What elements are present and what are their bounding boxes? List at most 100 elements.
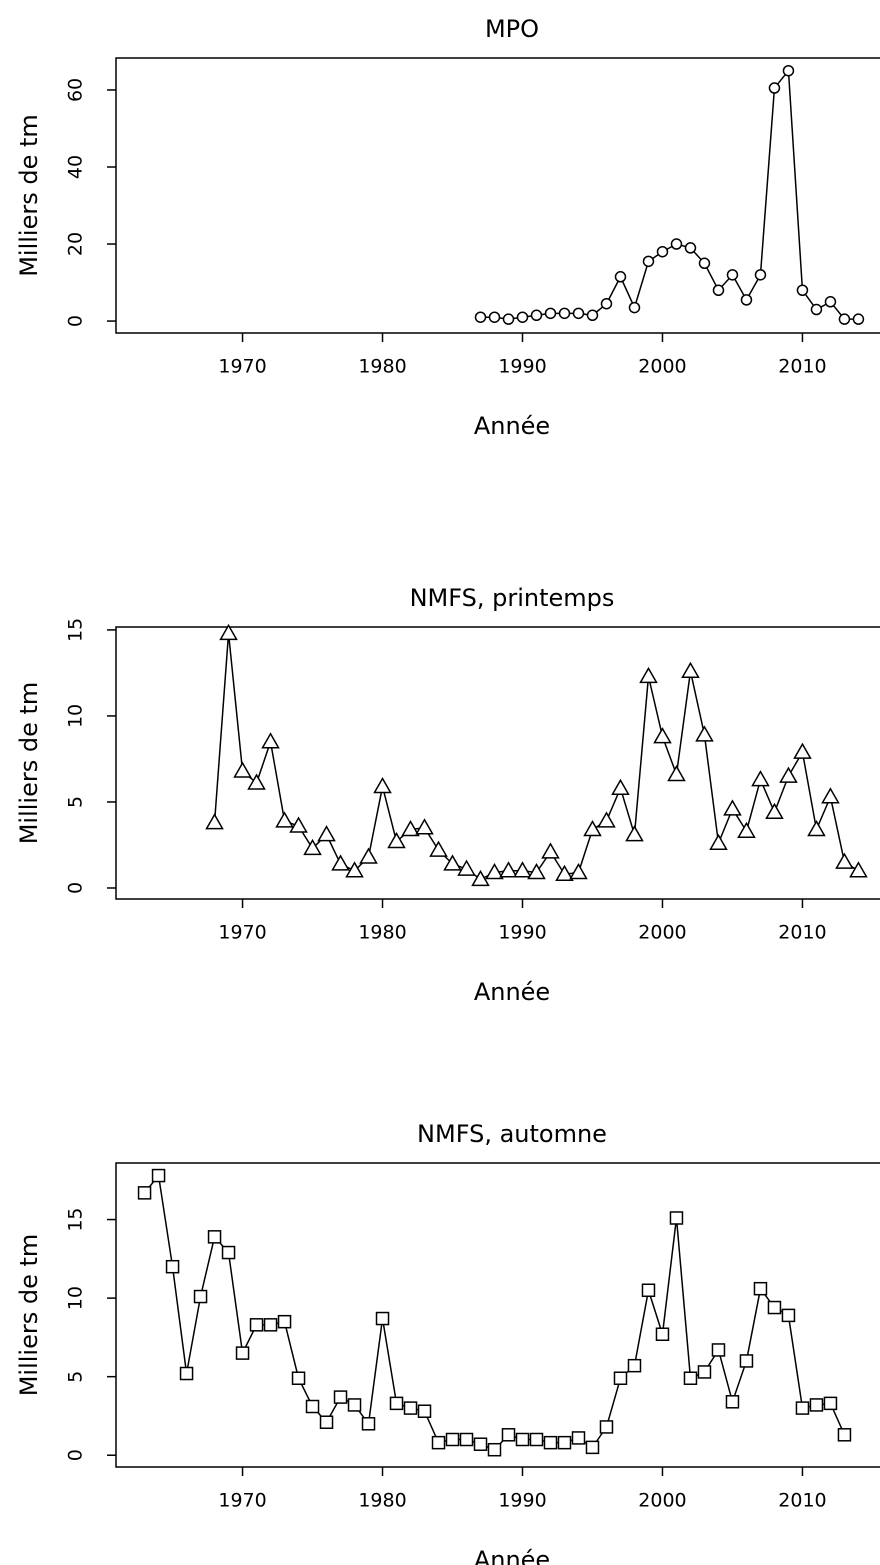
- point: [375, 1311, 390, 1326]
- point: [557, 1435, 572, 1450]
- point: [261, 732, 280, 749]
- point: [247, 773, 266, 790]
- point: [401, 819, 420, 837]
- point: [291, 1371, 306, 1385]
- point: [569, 862, 588, 880]
- point: [249, 1318, 264, 1332]
- x-axis-title: Année: [474, 1546, 550, 1565]
- series-line: [143, 1173, 846, 1451]
- point: [137, 1186, 152, 1200]
- point: [515, 1432, 530, 1447]
- point: [543, 1435, 558, 1450]
- point: [235, 1346, 250, 1360]
- point: [628, 301, 641, 314]
- point: [403, 1401, 418, 1415]
- y-tick-label: 15: [65, 618, 87, 642]
- point: [151, 1168, 166, 1183]
- plot-box: [115, 626, 880, 900]
- point: [810, 303, 823, 316]
- point: [725, 1395, 740, 1409]
- point: [683, 1371, 698, 1385]
- point: [473, 1437, 488, 1451]
- chart-title: NMFS, printemps: [410, 584, 615, 612]
- point: [389, 1396, 404, 1411]
- x-tick-label: 2000: [638, 356, 686, 378]
- y-tick-label: 0: [65, 1449, 87, 1461]
- chart-title: MPO: [485, 15, 539, 43]
- x-tick-label: 1990: [498, 356, 546, 378]
- point: [599, 1420, 614, 1434]
- point: [765, 802, 784, 820]
- point: [583, 819, 602, 837]
- point: [233, 761, 252, 778]
- point: [429, 840, 448, 857]
- point: [849, 861, 868, 878]
- point: [837, 1428, 852, 1442]
- point: [625, 825, 644, 842]
- point: [597, 811, 616, 828]
- point: [739, 1354, 754, 1368]
- plot-box: [115, 1162, 880, 1468]
- point: [499, 861, 518, 878]
- y-tick-label: 20: [65, 232, 87, 256]
- point: [544, 307, 557, 320]
- point: [653, 727, 672, 744]
- point: [527, 862, 546, 880]
- y-tick-label: 60: [65, 78, 87, 102]
- point: [754, 269, 767, 281]
- point: [459, 1432, 474, 1447]
- x-axis-title: Année: [474, 412, 550, 440]
- point: [558, 307, 571, 320]
- point: [431, 1435, 446, 1450]
- x-axis-title: Année: [474, 978, 550, 1006]
- point: [221, 1245, 236, 1260]
- point: [205, 813, 224, 830]
- y-tick-label: 15: [65, 1207, 87, 1231]
- point: [614, 271, 627, 283]
- point: [753, 1281, 768, 1296]
- point: [474, 311, 487, 323]
- point: [641, 1283, 656, 1298]
- y-tick-label: 10: [65, 1286, 87, 1310]
- point: [835, 852, 854, 869]
- point: [530, 309, 543, 322]
- point: [821, 787, 840, 804]
- point: [331, 854, 350, 871]
- point: [572, 307, 585, 320]
- point: [361, 1417, 376, 1431]
- point: [600, 297, 613, 310]
- point: [333, 1390, 348, 1404]
- point: [782, 64, 795, 77]
- point: [613, 1371, 628, 1385]
- plot-box: [115, 57, 880, 334]
- point: [809, 1398, 824, 1412]
- point: [165, 1259, 180, 1274]
- y-tick-label: 0: [65, 882, 87, 894]
- point: [502, 313, 515, 325]
- point: [711, 1343, 726, 1357]
- chart-title: NMFS, automne: [417, 1120, 607, 1148]
- point: [487, 1442, 502, 1457]
- point: [684, 242, 697, 254]
- y-tick-label: 10: [65, 704, 87, 728]
- point: [193, 1289, 208, 1304]
- x-tick-label: 1970: [218, 922, 266, 944]
- x-tick-label: 2010: [778, 1490, 826, 1512]
- x-tick-label: 2010: [778, 922, 826, 944]
- point: [781, 1308, 796, 1323]
- point: [793, 742, 812, 759]
- point: [586, 309, 599, 322]
- point: [667, 764, 686, 782]
- point: [513, 861, 532, 878]
- point: [642, 255, 655, 268]
- x-tick-label: 1990: [498, 1490, 546, 1512]
- x-tick-label: 1980: [358, 356, 406, 378]
- point: [417, 1404, 432, 1418]
- x-tick-label: 1980: [358, 1490, 406, 1512]
- point: [571, 1431, 586, 1445]
- point: [219, 623, 238, 641]
- point: [639, 666, 658, 684]
- x-tick-label: 1970: [218, 356, 266, 378]
- point: [681, 661, 700, 678]
